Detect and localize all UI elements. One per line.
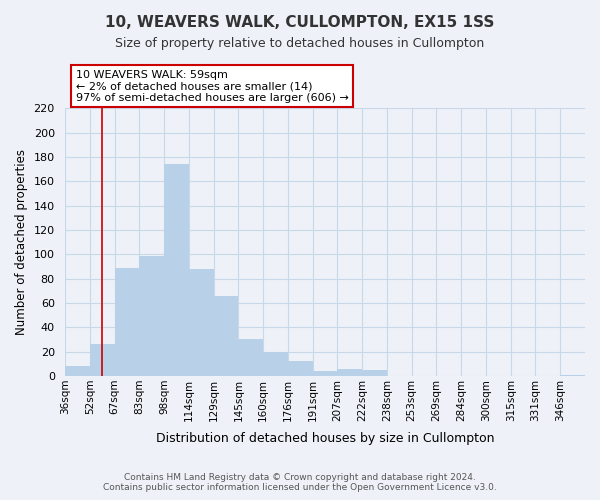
Bar (313, 371, 337, 376)
X-axis label: Distribution of detached houses by size in Cullompton: Distribution of detached houses by size … (156, 432, 494, 445)
Bar (560, 375, 585, 376)
Text: Size of property relative to detached houses in Cullompton: Size of property relative to detached ho… (115, 38, 485, 51)
Bar (90, 344, 115, 376)
Y-axis label: Number of detached properties: Number of detached properties (15, 149, 28, 335)
Bar (65, 366, 90, 376)
Text: 10, WEAVERS WALK, CULLOMPTON, EX15 1SS: 10, WEAVERS WALK, CULLOMPTON, EX15 1SS (106, 15, 494, 30)
Bar (115, 268, 139, 376)
Bar (288, 362, 313, 376)
Text: Contains HM Land Registry data © Crown copyright and database right 2024.
Contai: Contains HM Land Registry data © Crown c… (103, 473, 497, 492)
Text: 10 WEAVERS WALK: 59sqm
← 2% of detached houses are smaller (14)
97% of semi-deta: 10 WEAVERS WALK: 59sqm ← 2% of detached … (76, 70, 349, 103)
Bar (263, 352, 288, 376)
Bar (362, 370, 387, 376)
Bar (189, 269, 214, 376)
Bar (164, 164, 189, 376)
Bar (337, 368, 362, 376)
Bar (214, 296, 238, 376)
Bar (238, 340, 263, 376)
Bar (139, 256, 164, 376)
